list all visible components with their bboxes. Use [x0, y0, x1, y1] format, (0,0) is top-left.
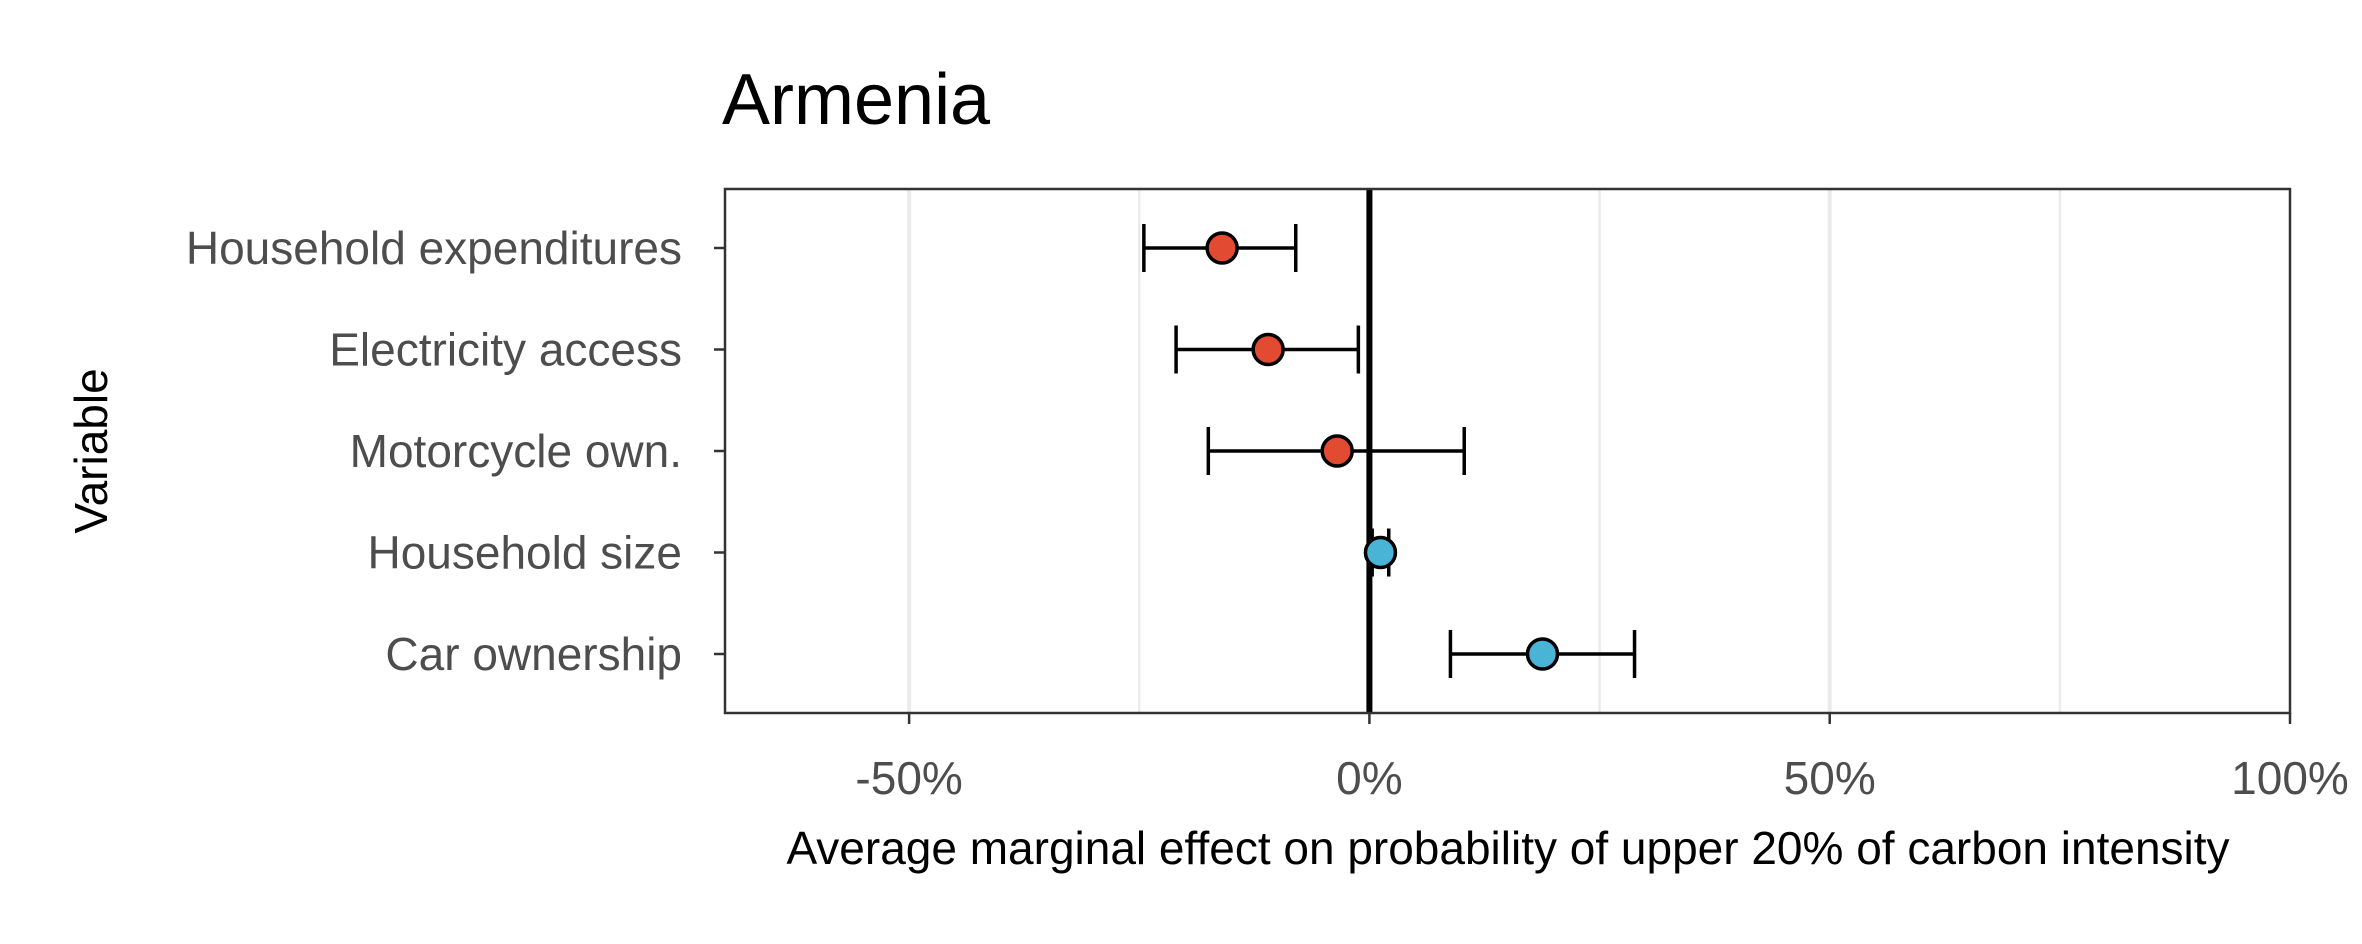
y-tick-label: Motorcycle own.	[350, 425, 682, 477]
y-axis-title: Variable	[65, 368, 117, 533]
gridlines	[907, 189, 2062, 713]
y-tick-label: Car ownership	[385, 628, 682, 680]
data-point	[1363, 535, 1398, 570]
chart-title: Armenia	[722, 60, 991, 140]
x-tick-label: 100%	[2231, 752, 2349, 804]
plot-panel-border	[723, 187, 2292, 715]
x-axis-title: Average marginal effect on probability o…	[786, 822, 2229, 874]
data-points	[1205, 231, 1560, 671]
x-axis-ticks: -50% 0% 50% 100%	[855, 713, 2349, 804]
data-point	[1205, 231, 1239, 265]
y-tick-label: Household expenditures	[186, 222, 682, 274]
x-tick-label: 0%	[1336, 752, 1402, 804]
y-tick-label: Household size	[367, 527, 682, 579]
data-point	[1320, 434, 1354, 468]
error-bars	[1142, 224, 1637, 678]
data-point	[1251, 332, 1285, 367]
x-tick-label: 50%	[1784, 752, 1876, 804]
y-tick-label: Electricity access	[329, 324, 682, 376]
y-axis-ticks: Household expenditures Electricity access…	[186, 222, 725, 680]
data-point	[1525, 637, 1560, 671]
x-tick-label: -50%	[855, 752, 962, 804]
